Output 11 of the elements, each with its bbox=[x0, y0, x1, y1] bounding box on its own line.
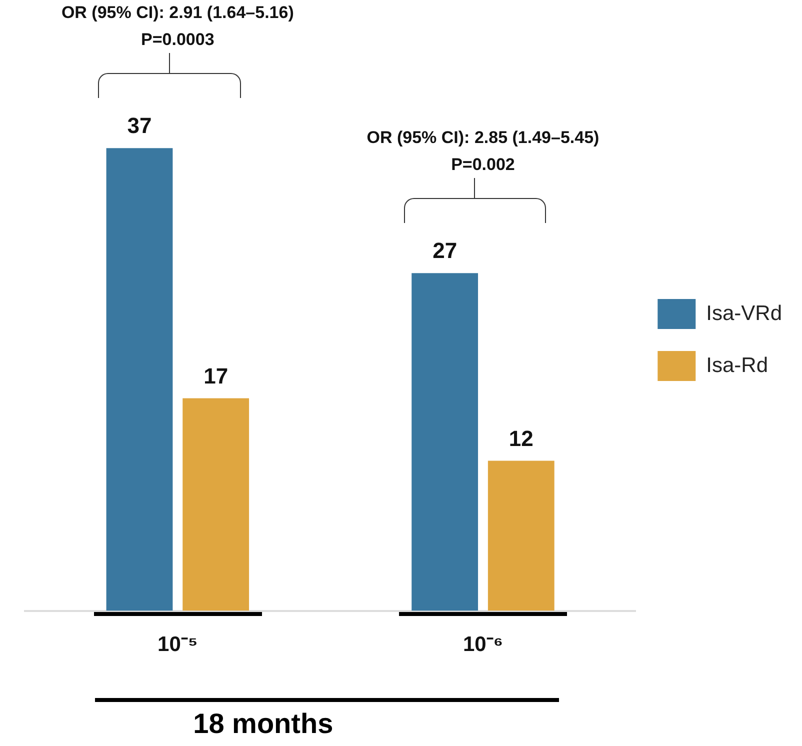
text: OR (95% CI): 2.91 (1.64–5.16) P=0.0003 bbox=[61, 2, 294, 49]
x-tick-label: 10⁻⁶ bbox=[462, 633, 503, 656]
data-label: 12 bbox=[508, 426, 534, 451]
legend-label: Isa-Rd bbox=[706, 354, 768, 377]
data-label: 37 bbox=[127, 113, 152, 138]
data-label: 17 bbox=[204, 363, 228, 388]
annotation: OR (95% CI): 2.85 (1.49–5.45) P=0.002 bbox=[366, 128, 600, 174]
x-tick-label: 10⁻⁵ bbox=[158, 633, 198, 656]
x-axis-title: 18 months bbox=[192, 708, 334, 740]
legend-label: Isa-VRd bbox=[706, 302, 782, 325]
data-label: 27 bbox=[432, 238, 458, 264]
